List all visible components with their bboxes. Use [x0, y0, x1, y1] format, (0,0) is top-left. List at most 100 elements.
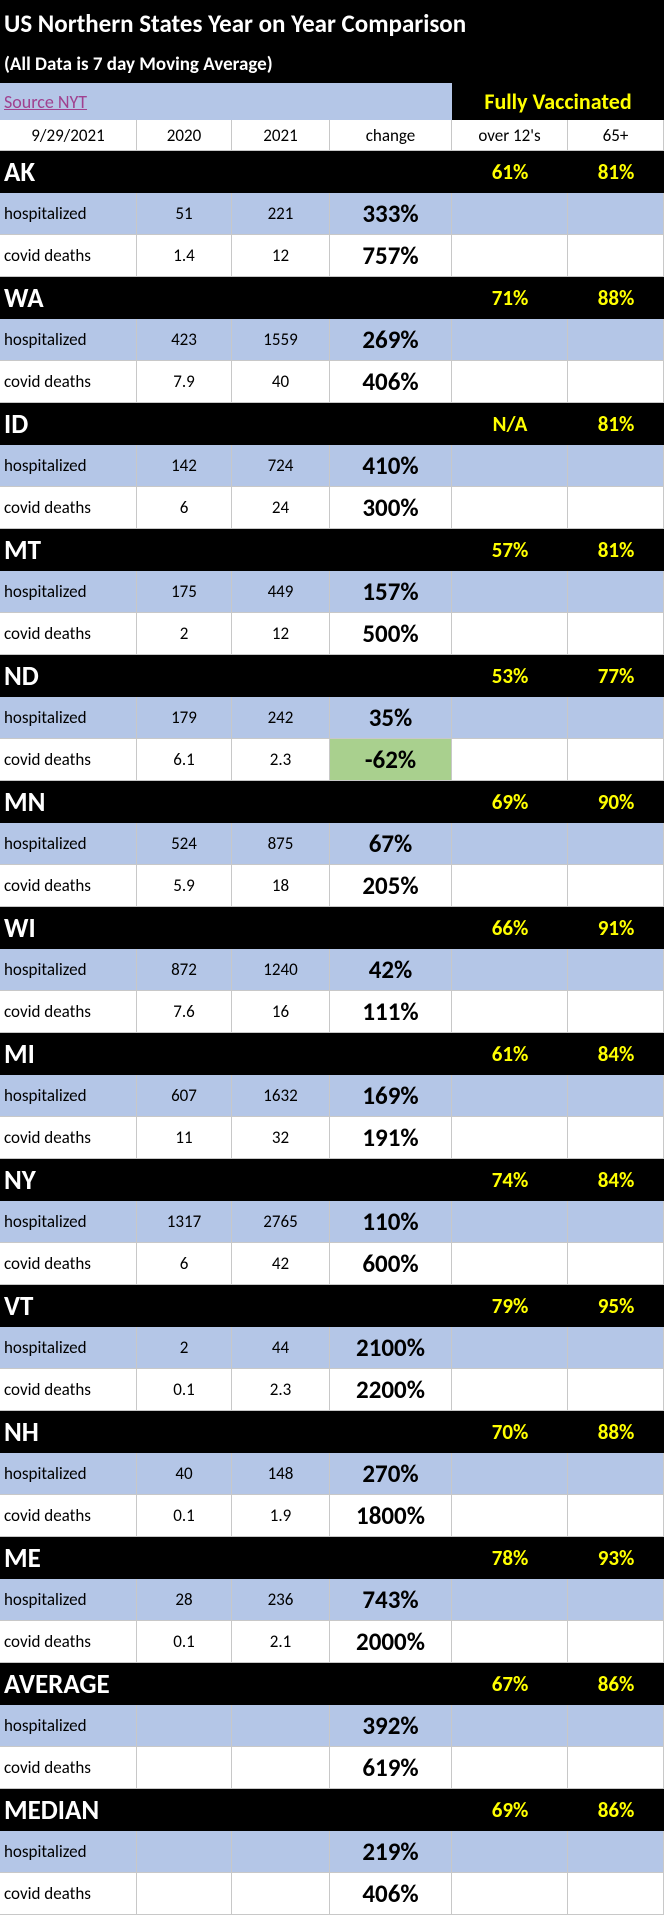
- state-name: MEDIAN: [0, 1789, 452, 1831]
- change: 300%: [330, 487, 452, 529]
- value-2021: [232, 1747, 330, 1789]
- vaccinated-65-plus: 95%: [568, 1285, 664, 1327]
- vaccinated-over-12: 53%: [452, 655, 568, 697]
- row-label: hospitalized: [0, 319, 137, 361]
- empty-cell: [568, 865, 664, 907]
- vaccinated-65-plus: 88%: [568, 1411, 664, 1453]
- empty-cell: [452, 487, 568, 529]
- value-2021: [232, 1705, 330, 1747]
- empty-cell: [452, 991, 568, 1033]
- value-2020: 0.1: [137, 1369, 232, 1411]
- value-2020: 7.9: [137, 361, 232, 403]
- column-header: change: [330, 120, 452, 151]
- empty-cell: [568, 739, 664, 781]
- vaccinated-over-12: 69%: [452, 1789, 568, 1831]
- vaccinated-65-plus: 90%: [568, 781, 664, 823]
- empty-cell: [568, 571, 664, 613]
- change: 757%: [330, 235, 452, 277]
- vaccinated-65-plus: 91%: [568, 907, 664, 949]
- column-header: 2020: [137, 120, 232, 151]
- row-label: covid deaths: [0, 1747, 137, 1789]
- change: 35%: [330, 697, 452, 739]
- value-2020: 51: [137, 193, 232, 235]
- vaccinated-over-12: 67%: [452, 1663, 568, 1705]
- subtitle: (All Data is 7 day Moving Average): [0, 46, 664, 83]
- empty-cell: [568, 991, 664, 1033]
- vaccinated-over-12: 57%: [452, 529, 568, 571]
- vaccinated-65-plus: 81%: [568, 529, 664, 571]
- value-2020: [137, 1831, 232, 1873]
- row-label: hospitalized: [0, 571, 137, 613]
- vaccinated-over-12: 79%: [452, 1285, 568, 1327]
- value-2021: 148: [232, 1453, 330, 1495]
- empty-cell: [452, 949, 568, 991]
- change: 67%: [330, 823, 452, 865]
- value-2020: 6.1: [137, 739, 232, 781]
- source-link: Source NYT: [0, 83, 452, 120]
- value-2021: 221: [232, 193, 330, 235]
- change: 269%: [330, 319, 452, 361]
- column-header: 2021: [232, 120, 330, 151]
- row-label: covid deaths: [0, 1243, 137, 1285]
- title: US Northern States Year on Year Comparis…: [0, 0, 664, 46]
- vaccinated-65-plus: 84%: [568, 1033, 664, 1075]
- row-label: hospitalized: [0, 1453, 137, 1495]
- row-label: covid deaths: [0, 613, 137, 655]
- state-name: NH: [0, 1411, 452, 1453]
- empty-cell: [568, 1705, 664, 1747]
- vaccinated-65-plus: 77%: [568, 655, 664, 697]
- value-2021: 12: [232, 235, 330, 277]
- value-2020: 524: [137, 823, 232, 865]
- row-label: hospitalized: [0, 1201, 137, 1243]
- value-2021: 40: [232, 361, 330, 403]
- row-label: covid deaths: [0, 865, 137, 907]
- vaccinated-65-plus: 86%: [568, 1789, 664, 1831]
- empty-cell: [452, 193, 568, 235]
- change: 110%: [330, 1201, 452, 1243]
- row-label: covid deaths: [0, 1621, 137, 1663]
- change: 1800%: [330, 1495, 452, 1537]
- empty-cell: [452, 697, 568, 739]
- change: 392%: [330, 1705, 452, 1747]
- vaccinated-over-12: 66%: [452, 907, 568, 949]
- change: 500%: [330, 613, 452, 655]
- vaccinated-over-12: 69%: [452, 781, 568, 823]
- empty-cell: [568, 361, 664, 403]
- empty-cell: [568, 1579, 664, 1621]
- row-label: hospitalized: [0, 823, 137, 865]
- row-label: covid deaths: [0, 361, 137, 403]
- value-2021: 2.3: [232, 739, 330, 781]
- empty-cell: [568, 613, 664, 655]
- state-name: ME: [0, 1537, 452, 1579]
- row-label: covid deaths: [0, 1495, 137, 1537]
- empty-cell: [568, 193, 664, 235]
- value-2021: 18: [232, 865, 330, 907]
- empty-cell: [568, 1117, 664, 1159]
- empty-cell: [452, 1831, 568, 1873]
- change: 2200%: [330, 1369, 452, 1411]
- empty-cell: [452, 1327, 568, 1369]
- empty-cell: [452, 1369, 568, 1411]
- value-2020: 0.1: [137, 1621, 232, 1663]
- row-label: hospitalized: [0, 1831, 137, 1873]
- value-2020: 11: [137, 1117, 232, 1159]
- row-label: covid deaths: [0, 1117, 137, 1159]
- row-label: hospitalized: [0, 1327, 137, 1369]
- value-2020: [137, 1873, 232, 1915]
- vaccinated-over-12: 71%: [452, 277, 568, 319]
- value-2021: [232, 1831, 330, 1873]
- empty-cell: [568, 1831, 664, 1873]
- empty-cell: [568, 1453, 664, 1495]
- empty-cell: [452, 1117, 568, 1159]
- value-2021: 1.9: [232, 1495, 330, 1537]
- state-name: WI: [0, 907, 452, 949]
- vaccinated-over-12: 70%: [452, 1411, 568, 1453]
- value-2021: 1632: [232, 1075, 330, 1117]
- row-label: hospitalized: [0, 1705, 137, 1747]
- change: 157%: [330, 571, 452, 613]
- value-2021: 24: [232, 487, 330, 529]
- empty-cell: [452, 1747, 568, 1789]
- empty-cell: [452, 823, 568, 865]
- empty-cell: [452, 739, 568, 781]
